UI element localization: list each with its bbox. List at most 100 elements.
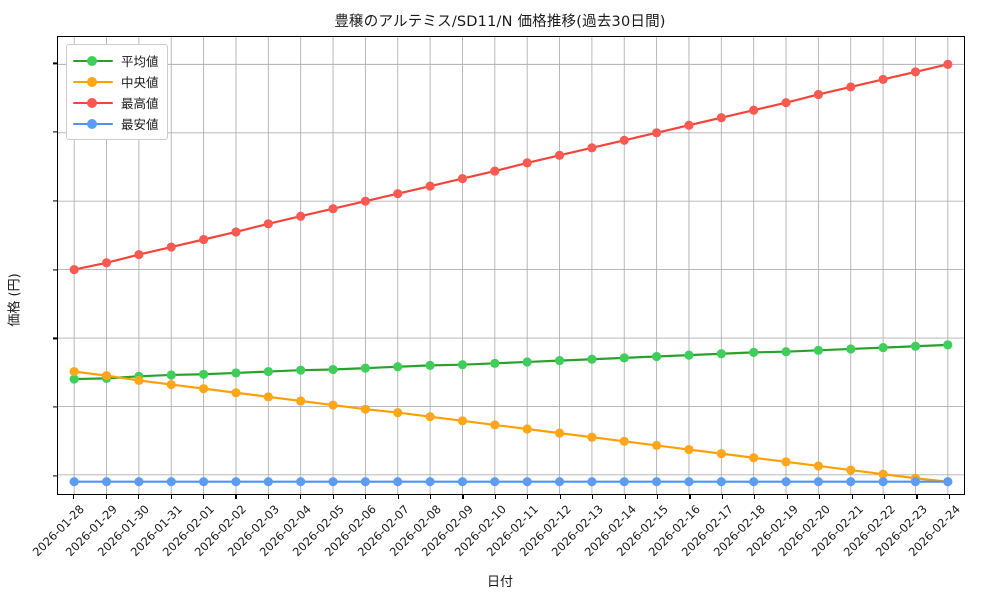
data-point-marker[interactable] — [393, 477, 403, 487]
data-point-marker[interactable] — [781, 457, 791, 467]
data-point-marker[interactable] — [749, 105, 759, 115]
data-point-marker[interactable] — [878, 477, 888, 487]
data-point-marker[interactable] — [781, 347, 791, 357]
data-point-marker[interactable] — [781, 477, 791, 487]
data-point-marker[interactable] — [457, 416, 468, 426]
data-point-marker[interactable] — [199, 384, 209, 394]
legend-item-1[interactable]: 中央値 — [73, 71, 159, 92]
data-point-marker[interactable] — [296, 211, 306, 221]
data-point-marker[interactable] — [69, 477, 79, 487]
data-point-marker[interactable] — [263, 366, 273, 377]
data-point-marker[interactable] — [425, 412, 435, 422]
data-point-marker[interactable] — [425, 181, 435, 191]
data-point-marker[interactable] — [910, 341, 921, 351]
data-point-marker[interactable] — [199, 234, 209, 245]
data-point-marker[interactable] — [101, 477, 112, 487]
data-point-marker[interactable] — [425, 477, 435, 487]
data-point-marker[interactable] — [231, 388, 241, 398]
data-point-marker[interactable] — [522, 357, 532, 367]
data-point-marker[interactable] — [619, 135, 629, 145]
data-point-marker[interactable] — [199, 477, 209, 487]
data-point-marker[interactable] — [878, 74, 888, 84]
data-point-marker[interactable] — [393, 408, 403, 418]
data-point-marker[interactable] — [813, 345, 823, 355]
data-point-marker[interactable] — [813, 89, 823, 100]
data-point-marker[interactable] — [749, 453, 759, 463]
data-point-marker[interactable] — [393, 189, 403, 199]
data-point-marker[interactable] — [263, 219, 273, 229]
data-point-marker[interactable] — [652, 440, 662, 451]
data-point-marker[interactable] — [522, 424, 532, 434]
data-point-marker[interactable] — [652, 128, 662, 138]
data-point-marker[interactable] — [231, 477, 241, 487]
data-point-marker[interactable] — [554, 356, 565, 366]
data-point-marker[interactable] — [199, 369, 209, 379]
data-point-marker[interactable] — [490, 358, 500, 368]
data-point-marker[interactable] — [328, 477, 338, 487]
data-point-marker[interactable] — [684, 120, 694, 130]
data-point-marker[interactable] — [166, 242, 176, 252]
data-point-marker[interactable] — [360, 477, 370, 487]
data-point-marker[interactable] — [587, 432, 597, 442]
data-point-marker[interactable] — [554, 477, 565, 487]
data-point-marker[interactable] — [166, 379, 176, 390]
data-point-marker[interactable] — [457, 477, 468, 487]
data-point-marker[interactable] — [716, 449, 726, 459]
data-point-marker[interactable] — [522, 158, 532, 168]
data-point-marker[interactable] — [134, 477, 144, 487]
data-point-marker[interactable] — [360, 404, 370, 414]
data-point-marker[interactable] — [910, 477, 921, 487]
data-point-marker[interactable] — [490, 420, 500, 430]
data-point-marker[interactable] — [846, 465, 856, 475]
data-point-marker[interactable] — [522, 477, 532, 487]
data-point-marker[interactable] — [425, 360, 435, 370]
data-point-marker[interactable] — [619, 436, 629, 446]
data-point-marker[interactable] — [263, 392, 273, 402]
data-point-marker[interactable] — [457, 174, 468, 184]
data-point-marker[interactable] — [393, 362, 403, 372]
data-point-marker[interactable] — [101, 258, 112, 268]
data-point-marker[interactable] — [910, 67, 921, 77]
data-point-marker[interactable] — [69, 374, 79, 384]
data-point-marker[interactable] — [684, 477, 694, 487]
data-point-marker[interactable] — [587, 477, 597, 487]
data-point-marker[interactable] — [490, 166, 500, 176]
data-point-marker[interactable] — [943, 340, 953, 350]
data-point-marker[interactable] — [134, 249, 144, 260]
data-point-marker[interactable] — [296, 365, 306, 375]
data-point-marker[interactable] — [296, 396, 306, 406]
data-point-marker[interactable] — [846, 477, 856, 487]
data-point-marker[interactable] — [716, 477, 726, 487]
data-point-marker[interactable] — [943, 59, 953, 69]
data-point-marker[interactable] — [878, 343, 888, 353]
data-point-marker[interactable] — [490, 477, 500, 487]
data-point-marker[interactable] — [328, 204, 338, 214]
data-point-marker[interactable] — [360, 363, 370, 373]
data-point-marker[interactable] — [813, 477, 823, 487]
data-point-marker[interactable] — [619, 477, 629, 487]
data-point-marker[interactable] — [554, 150, 565, 160]
data-point-marker[interactable] — [328, 400, 338, 410]
data-point-marker[interactable] — [749, 477, 759, 487]
data-point-marker[interactable] — [231, 227, 241, 237]
data-point-marker[interactable] — [652, 477, 662, 487]
data-point-marker[interactable] — [781, 98, 791, 108]
data-point-marker[interactable] — [943, 477, 953, 487]
data-point-marker[interactable] — [684, 350, 694, 360]
data-point-marker[interactable] — [619, 353, 629, 363]
data-point-marker[interactable] — [716, 113, 726, 123]
legend-item-3[interactable]: 最安値 — [73, 113, 159, 134]
data-point-marker[interactable] — [813, 461, 823, 471]
data-point-marker[interactable] — [134, 375, 144, 386]
data-point-marker[interactable] — [231, 368, 241, 378]
data-point-marker[interactable] — [457, 360, 468, 370]
data-point-marker[interactable] — [263, 477, 273, 487]
data-point-marker[interactable] — [360, 196, 370, 206]
data-point-marker[interactable] — [587, 354, 597, 364]
data-point-marker[interactable] — [716, 349, 726, 359]
data-point-marker[interactable] — [878, 469, 888, 479]
data-point-marker[interactable] — [101, 371, 112, 381]
legend-item-2[interactable]: 最高値 — [73, 92, 159, 113]
data-point-marker[interactable] — [166, 370, 176, 380]
data-point-marker[interactable] — [846, 82, 856, 92]
